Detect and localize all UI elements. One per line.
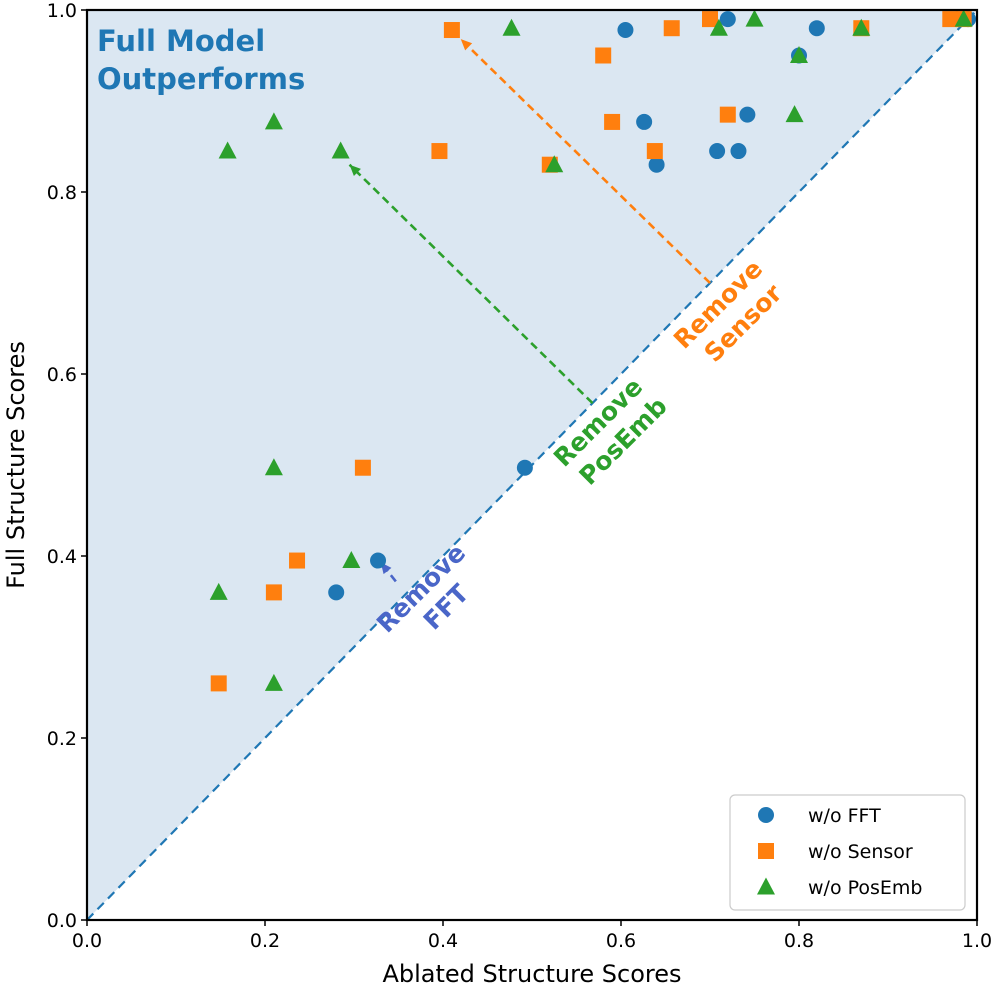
x-tick-label: 0.4: [428, 930, 458, 952]
y-tick-label: 0.2: [47, 728, 77, 750]
series-w-o-sensor: [210, 11, 972, 692]
square-point: [719, 106, 736, 123]
triangle-point: [545, 155, 564, 173]
y-tick-label: 0.4: [47, 546, 77, 568]
arrow-remove-sensor: [459, 38, 711, 284]
circle-point: [370, 552, 387, 569]
triangle-point: [745, 9, 764, 27]
square-point: [443, 22, 460, 39]
x-tick-label: 0.2: [250, 930, 280, 952]
circle-point: [328, 584, 345, 601]
square-point: [595, 47, 612, 64]
square-point: [265, 584, 282, 601]
arrow-remove-posemb: [348, 163, 594, 405]
legend-label: w/o PosEmb: [808, 877, 922, 899]
triangle-point: [954, 9, 973, 27]
region-label-line1: Full Model: [97, 24, 265, 58]
square-point: [942, 11, 959, 28]
circle-point: [516, 459, 533, 476]
x-tick-label: 0.6: [606, 930, 636, 952]
x-tick-label: 0.0: [72, 930, 102, 952]
legend-square-marker: [758, 843, 774, 859]
legend-box: [729, 794, 966, 911]
y-axis-label: Full Structure Scores: [2, 341, 30, 589]
square-point: [604, 113, 621, 130]
triangle-point: [790, 46, 808, 63]
triangle-point: [264, 458, 283, 476]
circle-point: [648, 156, 665, 173]
square-point: [354, 459, 371, 476]
legend-circle-marker: [758, 807, 774, 823]
y-tick-label: 0.6: [47, 364, 77, 386]
y-tick-label: 0.0: [47, 910, 77, 932]
series-w-o-posemb: [209, 9, 973, 691]
circle-point: [709, 143, 726, 160]
triangle-point: [785, 105, 804, 123]
circle-point: [617, 22, 634, 39]
y-tick-label: 0.8: [47, 182, 77, 204]
series-w-o-fft: [328, 11, 977, 601]
square-point: [210, 675, 227, 692]
triangle-point: [331, 141, 350, 159]
triangle-point: [709, 18, 728, 36]
legend-triangle-marker: [757, 877, 775, 895]
square-point: [431, 143, 448, 160]
square-point: [289, 552, 306, 569]
circle-point: [719, 11, 736, 28]
circle-point: [636, 113, 653, 130]
circle-point: [730, 143, 747, 160]
triangle-point: [852, 18, 871, 36]
legend-label: w/o Sensor: [808, 841, 913, 863]
legend-item: w/o Sensor: [758, 841, 913, 863]
region-label: Full Model Outperforms: [97, 24, 305, 96]
triangle-point: [342, 551, 361, 569]
region-label-line2: Outperforms: [97, 62, 305, 96]
legend: w/o FFT w/o Sensor w/o PosEmb: [729, 794, 966, 911]
legend-item: w/o FFT: [758, 805, 881, 827]
x-axis-label: Ablated Structure Scores: [382, 960, 681, 988]
data-points: [209, 9, 977, 692]
x-tick-label: 0.8: [784, 930, 814, 952]
triangle-point: [264, 673, 283, 691]
triangle-point: [209, 582, 228, 600]
y-tick-label: 1.0: [47, 0, 77, 22]
triangle-point: [502, 18, 521, 36]
x-tick-label: 1.0: [962, 930, 992, 952]
axis-ticks: 0.0 0.2 0.4 0.6 0.8 1.0 0.0 0.2 0.4 0.6 0.8 1.0: [47, 0, 992, 952]
legend-item: w/o PosEmb: [757, 877, 922, 899]
circle-point: [808, 20, 825, 37]
triangle-point: [218, 141, 237, 159]
square-point: [702, 11, 718, 28]
legend-label: w/o FFT: [808, 805, 881, 827]
circle-point: [739, 106, 756, 123]
square-point: [646, 143, 663, 160]
triangle-point: [264, 112, 283, 130]
plot-frame: [85, 8, 979, 922]
square-point: [663, 20, 680, 37]
